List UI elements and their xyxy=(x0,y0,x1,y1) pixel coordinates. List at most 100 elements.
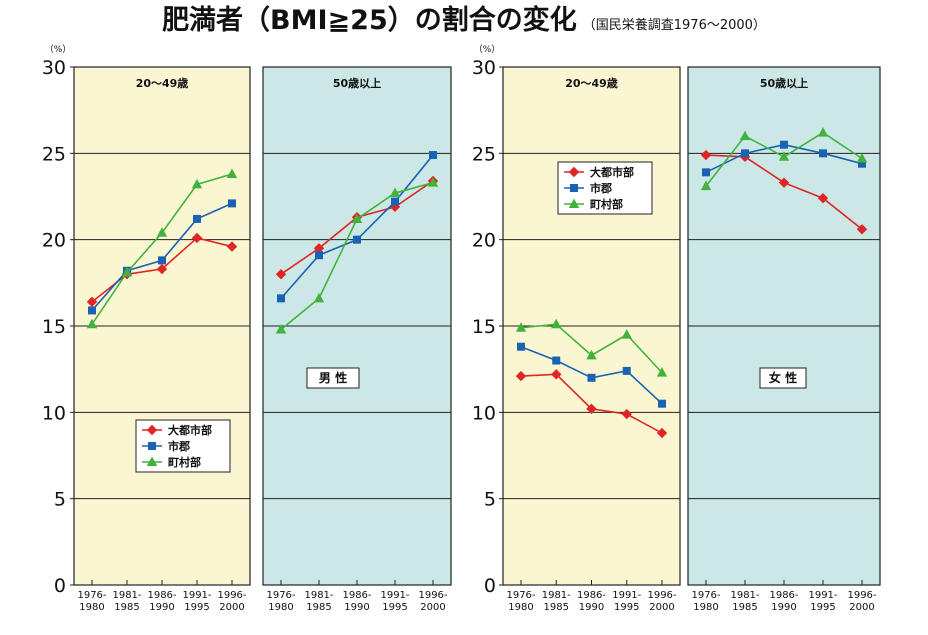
data-point xyxy=(86,318,98,329)
x-tick-label: 1996- xyxy=(418,590,447,601)
data-point xyxy=(780,140,788,149)
data-point xyxy=(858,159,866,168)
group-label-box xyxy=(306,367,360,389)
data-point xyxy=(656,367,668,377)
x-tick-label: 1986- xyxy=(342,590,371,601)
data-point xyxy=(86,296,98,308)
x-tick-label: 1991- xyxy=(182,590,211,601)
data-point xyxy=(551,318,562,329)
data-point xyxy=(313,292,325,303)
x-tick-label: 1981- xyxy=(112,590,141,601)
x-tick-label: 1980 xyxy=(693,602,718,613)
x-tick-label: 1981- xyxy=(730,590,759,601)
panel-age-label: 20～49歳 xyxy=(136,76,189,90)
y-tick-label: 15 xyxy=(472,316,496,338)
legend-marker xyxy=(570,184,578,192)
x-tick-label: 1996- xyxy=(217,590,246,601)
chart-title-main: 肥満者（BMI≧25）の割合の変化 xyxy=(162,5,577,36)
legend-label: 町村部 xyxy=(168,455,201,469)
x-tick-label: 1990 xyxy=(771,602,796,613)
y-tick-label: 30 xyxy=(42,57,66,79)
legend-label: 町村部 xyxy=(590,197,623,211)
x-tick-label: 2000 xyxy=(420,602,445,613)
data-point xyxy=(351,213,363,223)
legend-marker xyxy=(568,166,580,178)
legend-label: 大都市部 xyxy=(168,423,212,437)
x-tick-label: 1976- xyxy=(266,590,295,601)
data-point xyxy=(277,294,285,303)
x-tick-label: 1996- xyxy=(647,590,676,601)
legend-marker xyxy=(146,456,158,466)
legend-marker xyxy=(148,442,156,450)
y-tick-label: 5 xyxy=(54,489,66,511)
x-tick-label: 1980 xyxy=(79,602,104,613)
y-tick-label: 0 xyxy=(484,575,496,597)
legend-label: 大都市部 xyxy=(590,165,634,179)
data-point xyxy=(621,329,632,339)
data-point xyxy=(226,241,238,252)
data-point xyxy=(819,149,827,158)
x-tick-label: 1985 xyxy=(306,602,331,613)
legend-marker xyxy=(146,424,158,436)
x-tick-label: 1986- xyxy=(147,590,176,601)
data-point xyxy=(778,151,790,161)
x-tick-label: 1990 xyxy=(149,602,174,613)
x-tick-label: 1976- xyxy=(691,590,720,601)
data-point xyxy=(88,306,96,315)
x-tick-label: 1991- xyxy=(380,590,409,601)
data-point xyxy=(191,232,203,244)
x-tick-label: 2000 xyxy=(849,602,874,613)
y-tick-label: 25 xyxy=(42,143,66,165)
y-tick-label: 25 xyxy=(472,143,496,165)
data-point xyxy=(656,427,668,439)
data-point xyxy=(315,251,323,260)
data-point xyxy=(587,373,596,382)
data-point xyxy=(156,263,168,275)
data-point xyxy=(226,168,238,179)
legend-label: 市郡 xyxy=(590,181,612,195)
data-point xyxy=(586,349,597,360)
x-tick-label: 1995 xyxy=(614,602,639,613)
y-axis-unit: （%） xyxy=(474,44,501,55)
x-tick-label: 1985 xyxy=(732,602,757,613)
data-point xyxy=(739,130,751,141)
x-tick-label: 1976- xyxy=(77,590,106,601)
x-tick-label: 1976- xyxy=(506,590,535,601)
y-tick-label: 10 xyxy=(472,402,496,424)
x-tick-label: 1981- xyxy=(542,590,571,601)
group-label: 男 性 xyxy=(319,370,347,385)
data-point xyxy=(275,269,287,280)
x-tick-label: 1990 xyxy=(344,602,369,613)
x-tick-label: 1980 xyxy=(508,602,533,613)
legend-label: 市郡 xyxy=(168,439,190,453)
legend-marker xyxy=(568,198,580,208)
data-point xyxy=(313,243,325,254)
y-tick-label: 20 xyxy=(472,230,496,252)
x-tick-label: 2000 xyxy=(219,602,244,613)
y-tick-label: 30 xyxy=(472,57,496,79)
data-point xyxy=(552,356,561,365)
data-point xyxy=(515,322,527,332)
data-point xyxy=(700,180,712,191)
x-tick-label: 1985 xyxy=(114,602,139,613)
data-point xyxy=(121,266,133,277)
chart-title-sub: （国民栄養調査1976～2000） xyxy=(582,18,766,33)
x-tick-label: 2000 xyxy=(649,602,674,613)
x-tick-label: 1991- xyxy=(808,590,837,601)
x-tick-label: 1985 xyxy=(544,602,569,613)
x-tick-label: 1986- xyxy=(577,590,606,601)
y-tick-label: 10 xyxy=(42,402,66,424)
data-point xyxy=(702,168,710,177)
x-tick-label: 1980 xyxy=(268,602,293,613)
data-point xyxy=(621,408,632,420)
x-tick-label: 1995 xyxy=(810,602,835,613)
data-point xyxy=(228,199,236,208)
x-tick-label: 1996- xyxy=(847,590,876,601)
group-label: 女 性 xyxy=(769,370,797,385)
panel-age-label: 20～49歳 xyxy=(565,76,618,90)
data-point xyxy=(427,177,439,187)
data-point xyxy=(193,214,201,223)
data-point xyxy=(156,227,168,237)
x-tick-label: 1991- xyxy=(612,590,641,601)
